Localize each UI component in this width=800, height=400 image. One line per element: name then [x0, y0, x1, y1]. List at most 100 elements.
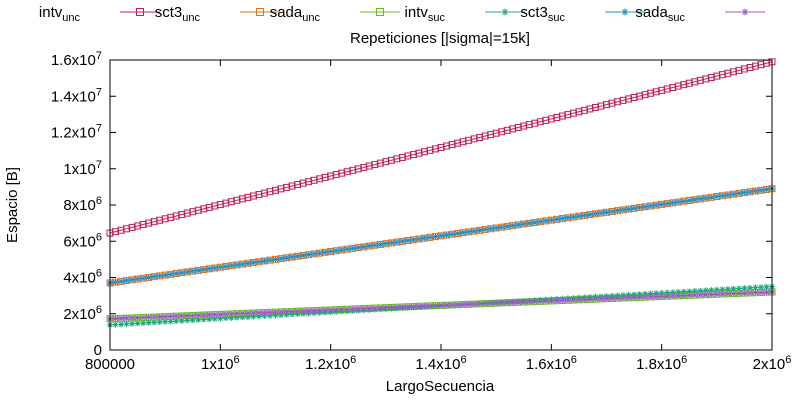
legend-entry-sct3-unc: sct3unc — [155, 4, 280, 24]
data-point — [493, 224, 500, 231]
data-point — [537, 218, 544, 225]
data-point — [167, 318, 174, 325]
data-point — [746, 284, 753, 291]
data-point — [123, 277, 130, 284]
data-point — [123, 315, 130, 322]
data-point — [415, 303, 422, 310]
data-point — [724, 191, 731, 198]
data-point — [151, 319, 158, 326]
data-point — [653, 293, 660, 300]
data-point — [697, 287, 704, 294]
data-point — [134, 314, 141, 321]
data-point — [360, 243, 367, 250]
legend-label: sadasuc — [635, 4, 685, 24]
legend-entry-sct3-suc: sct3suc — [520, 4, 645, 24]
chart-title: Repeticiones [|sigma|=15k] — [350, 30, 530, 47]
data-point — [410, 303, 417, 310]
data-point — [162, 272, 169, 279]
data-point — [636, 204, 643, 211]
data-point — [250, 313, 257, 320]
data-point — [548, 297, 555, 304]
data-point — [575, 213, 582, 220]
data-point — [675, 292, 682, 299]
legend-label: sct3suc — [520, 4, 565, 24]
data-point — [162, 313, 169, 320]
data-point — [173, 313, 180, 320]
y-tick-label: 1.4x107 — [51, 86, 102, 105]
data-point — [476, 227, 483, 234]
legend-entry-intv-suc: intvsuc — [405, 4, 525, 24]
data-point — [719, 192, 726, 199]
data-point — [702, 195, 709, 202]
data-point — [438, 302, 444, 309]
data-point — [664, 293, 671, 300]
y-axis-title: Espacio [B] — [4, 167, 21, 243]
data-point — [757, 284, 764, 291]
legend-label: sadaunc — [270, 4, 321, 24]
data-point — [388, 239, 395, 246]
data-point — [421, 235, 428, 242]
series-sada-suc — [107, 289, 775, 322]
data-point — [730, 285, 737, 292]
data-point — [708, 194, 715, 201]
data-point — [167, 313, 174, 320]
data-point — [140, 320, 147, 327]
data-point — [559, 297, 566, 304]
y-tick-label: 0 — [94, 342, 102, 359]
data-point — [278, 312, 285, 319]
data-point — [261, 309, 268, 316]
data-point — [531, 298, 538, 305]
data-point — [333, 247, 340, 254]
y-tick-label: 1.6x107 — [51, 50, 102, 69]
data-point — [559, 215, 566, 222]
data-point — [211, 315, 218, 322]
data-point — [724, 286, 731, 293]
data-point — [647, 202, 654, 209]
data-point — [515, 221, 522, 228]
data-point — [371, 305, 378, 312]
data-point — [322, 307, 329, 314]
data-point — [592, 210, 599, 217]
legend-entry-intv-unc: intvunc — [39, 4, 160, 24]
x-tick-label: 1.2x106 — [305, 354, 356, 373]
data-point — [708, 287, 715, 294]
data-point — [333, 306, 340, 313]
y-tick-label: 8x106 — [63, 195, 102, 214]
data-point — [217, 264, 224, 271]
data-point — [371, 242, 378, 249]
data-point — [597, 295, 604, 302]
x-tick-label: 800000 — [85, 356, 135, 373]
data-point — [631, 294, 638, 301]
data-point — [360, 305, 367, 312]
data-point — [614, 295, 621, 302]
data-point — [586, 211, 593, 218]
data-point — [178, 317, 185, 324]
data-point — [454, 230, 461, 237]
data-point — [228, 310, 235, 317]
data-point — [471, 301, 478, 308]
data-point — [713, 193, 720, 200]
data-point — [266, 257, 273, 264]
data-point — [415, 235, 422, 242]
data-point — [564, 297, 571, 304]
data-point — [476, 300, 483, 307]
data-point — [305, 307, 312, 314]
data-point — [614, 207, 621, 214]
data-point — [184, 268, 191, 275]
data-point — [741, 189, 748, 196]
data-point — [509, 299, 516, 306]
data-point — [239, 310, 246, 317]
data-point — [741, 290, 748, 297]
data-point — [586, 296, 593, 303]
data-point — [151, 273, 158, 280]
data-point — [647, 290, 654, 297]
data-point — [460, 229, 467, 236]
data-point — [465, 301, 472, 308]
data-point — [752, 289, 759, 296]
data-point — [184, 317, 191, 324]
data-point — [609, 295, 616, 302]
data-point — [735, 290, 742, 297]
data-point — [443, 232, 450, 239]
data-point — [482, 300, 489, 307]
